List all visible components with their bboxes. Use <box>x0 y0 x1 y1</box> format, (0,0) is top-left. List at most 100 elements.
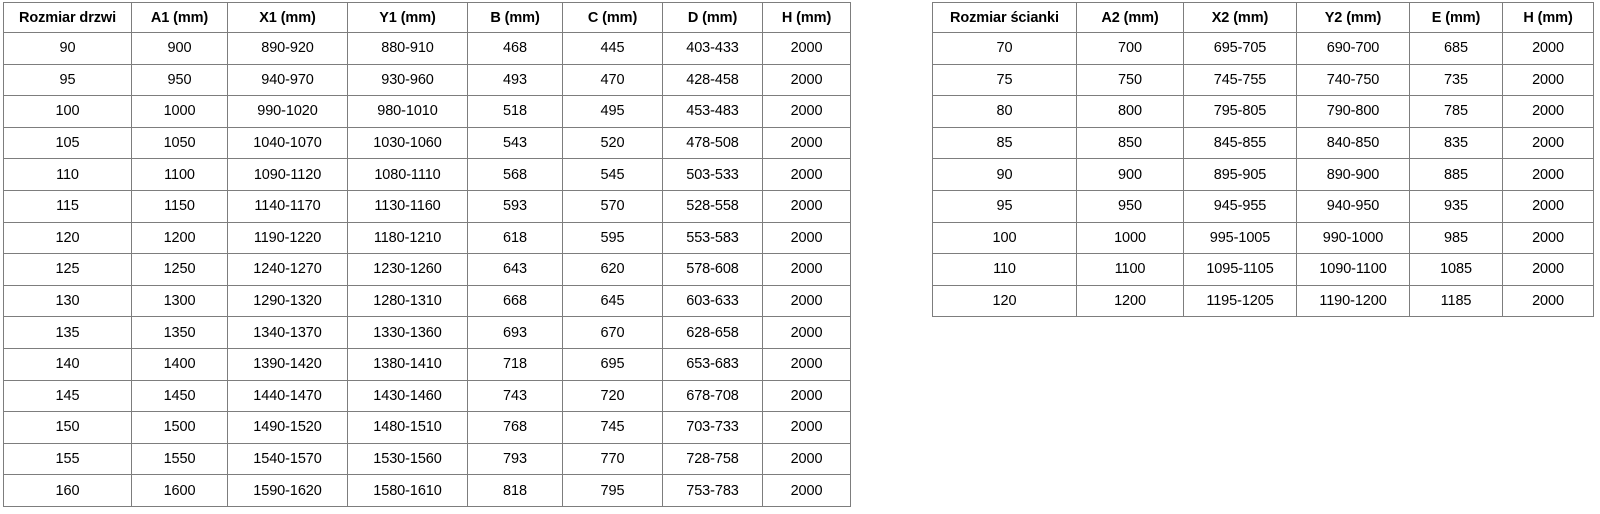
door-cell-3: 1580-1610 <box>347 474 468 507</box>
table-row: 85 850 845-855 840-850 835 2000 <box>932 126 1594 160</box>
door-cell-7: 2000 <box>762 221 851 255</box>
wall-cell-3: 740-750 <box>1296 63 1410 97</box>
door-cell-3: 1180-1210 <box>347 221 468 255</box>
door-cell-4: 493 <box>467 63 563 97</box>
wall-cell-4: 985 <box>1409 221 1503 255</box>
door-cell-5: 795 <box>562 474 663 507</box>
table-row: 100 1000 995-1005 990-1000 985 2000 <box>932 221 1594 255</box>
door-cell-2: 1090-1120 <box>227 158 348 191</box>
door-cell-2: 940-970 <box>227 63 348 97</box>
door-cell-3: 880-910 <box>347 32 468 65</box>
door-cell-5: 470 <box>562 63 663 97</box>
wall-cell-5: 2000 <box>1502 126 1594 160</box>
door-cell-5: 695 <box>562 347 663 381</box>
wall-cell-4: 935 <box>1409 189 1503 223</box>
wall-cell-5: 2000 <box>1502 32 1594 65</box>
door-cell-2: 990-1020 <box>227 95 348 128</box>
door-cell-3: 1530-1560 <box>347 442 468 476</box>
table-row: 160 1600 1590-1620 1580-1610 818 795 753-783 20… <box>3 474 851 507</box>
wall-cell-3: 1190-1200 <box>1296 284 1410 318</box>
wall-cell-3: 990-1000 <box>1296 221 1410 255</box>
table-row: 115 1150 1140-1170 1130-1160 593 570 528-558 20… <box>3 189 851 223</box>
wall-column-header-1: A2 (mm) <box>1076 2 1184 33</box>
door-cell-7: 2000 <box>762 95 851 128</box>
wall-cell-3: 940-950 <box>1296 189 1410 223</box>
door-cell-6: 403-433 <box>662 32 763 65</box>
door-cell-6: 553-583 <box>662 221 763 255</box>
door-size-cell: 160 <box>3 474 132 507</box>
wall-size-cell: 120 <box>932 284 1077 318</box>
door-cell-7: 2000 <box>762 379 851 413</box>
door-cell-6: 628-658 <box>662 316 763 349</box>
door-cell-1: 1550 <box>131 442 228 476</box>
door-cell-3: 1330-1360 <box>347 316 468 349</box>
door-cell-1: 1100 <box>131 158 228 191</box>
wall-table-body: 70 700 695-705 690-700 685 2000 75 750 745-755 74… <box>932 32 1594 318</box>
door-cell-6: 753-783 <box>662 474 763 507</box>
wall-cell-2: 845-855 <box>1183 126 1297 160</box>
door-column-header-0: Rozmiar drzwi <box>3 2 132 33</box>
door-cell-3: 1480-1510 <box>347 411 468 444</box>
door-cell-2: 1490-1520 <box>227 411 348 444</box>
door-cell-7: 2000 <box>762 474 851 507</box>
door-cell-4: 643 <box>467 253 563 286</box>
door-cell-7: 2000 <box>762 284 851 318</box>
door-cell-1: 1300 <box>131 284 228 318</box>
door-cell-4: 768 <box>467 411 563 444</box>
table-row: 130 1300 1290-1320 1280-1310 668 645 603-633 20… <box>3 284 851 318</box>
wall-cell-1: 900 <box>1076 158 1184 191</box>
wall-cell-5: 2000 <box>1502 63 1594 97</box>
door-cell-3: 980-1010 <box>347 95 468 128</box>
table-row: 100 1000 990-1020 980-1010 518 495 453-483 2000 <box>3 95 851 128</box>
wall-cell-5: 2000 <box>1502 189 1594 223</box>
door-cell-4: 518 <box>467 95 563 128</box>
wall-cell-3: 790-800 <box>1296 95 1410 128</box>
door-cell-6: 653-683 <box>662 347 763 381</box>
wall-size-cell: 70 <box>932 32 1077 65</box>
door-cell-1: 1500 <box>131 411 228 444</box>
wall-cell-3: 840-850 <box>1296 126 1410 160</box>
door-size-cell: 95 <box>3 63 132 97</box>
door-cell-2: 1240-1270 <box>227 253 348 286</box>
door-cell-7: 2000 <box>762 126 851 160</box>
wall-size-cell: 90 <box>932 158 1077 191</box>
door-column-header-7: H (mm) <box>762 2 851 33</box>
wall-cell-4: 1185 <box>1409 284 1503 318</box>
door-cell-3: 1130-1160 <box>347 189 468 223</box>
door-cell-7: 2000 <box>762 158 851 191</box>
wall-cell-2: 1095-1105 <box>1183 253 1297 286</box>
wall-size-cell: 95 <box>932 189 1077 223</box>
door-cell-1: 1000 <box>131 95 228 128</box>
wall-column-header-4: E (mm) <box>1409 2 1503 33</box>
door-cell-4: 743 <box>467 379 563 413</box>
door-cell-7: 2000 <box>762 253 851 286</box>
door-size-cell: 150 <box>3 411 132 444</box>
door-cell-6: 603-633 <box>662 284 763 318</box>
door-cell-6: 478-508 <box>662 126 763 160</box>
door-cell-2: 1540-1570 <box>227 442 348 476</box>
door-cell-3: 1230-1260 <box>347 253 468 286</box>
door-column-header-2: X1 (mm) <box>227 2 348 33</box>
wall-cell-5: 2000 <box>1502 253 1594 286</box>
wall-cell-4: 685 <box>1409 32 1503 65</box>
door-cell-1: 900 <box>131 32 228 65</box>
door-cell-4: 568 <box>467 158 563 191</box>
wall-size-cell: 100 <box>932 221 1077 255</box>
door-cell-5: 570 <box>562 189 663 223</box>
wall-cell-4: 835 <box>1409 126 1503 160</box>
table-row: 75 750 745-755 740-750 735 2000 <box>932 63 1594 97</box>
wall-cell-5: 2000 <box>1502 158 1594 191</box>
wall-size-cell: 85 <box>932 126 1077 160</box>
door-cell-1: 950 <box>131 63 228 97</box>
wall-cell-2: 795-805 <box>1183 95 1297 128</box>
door-cell-7: 2000 <box>762 63 851 97</box>
wall-size-cell: 80 <box>932 95 1077 128</box>
table-header-row: Rozmiar ścianki A2 (mm) X2 (mm) Y2 (mm) E (m… <box>932 2 1594 33</box>
wall-cell-1: 700 <box>1076 32 1184 65</box>
door-cell-5: 620 <box>562 253 663 286</box>
wall-table-header: Rozmiar ścianki A2 (mm) X2 (mm) Y2 (mm) E (m… <box>932 2 1594 33</box>
door-cell-5: 595 <box>562 221 663 255</box>
door-cell-4: 618 <box>467 221 563 255</box>
wall-cell-1: 950 <box>1076 189 1184 223</box>
wall-cell-2: 895-905 <box>1183 158 1297 191</box>
